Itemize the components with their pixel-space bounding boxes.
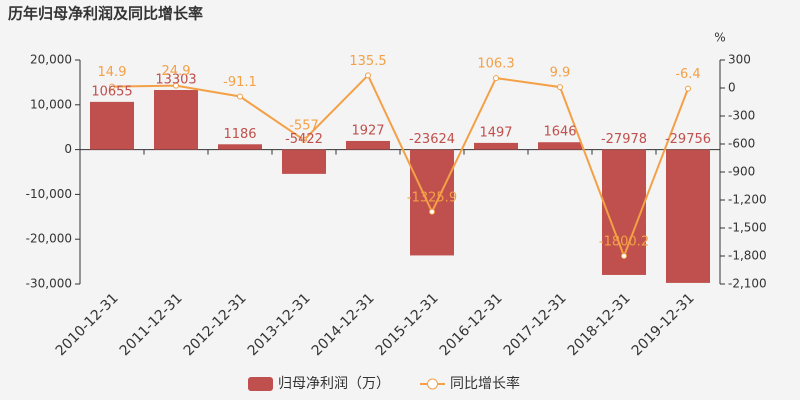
bar [346,140,390,150]
x-tick-label: 2018-12-31 [565,290,634,359]
bar [410,149,454,256]
bar-value-label: 13303 [155,73,196,88]
y2-tick-label: -1,200 [728,193,767,207]
legend-item: 同比增长率 [420,375,520,392]
bar [282,149,326,174]
bar [154,90,198,150]
line-value-label: 24.9 [162,64,191,79]
bar-value-label: -23624 [409,132,455,147]
y2-tick-label: -900 [728,165,755,179]
y2-tick-label: -2,100 [728,277,767,291]
bar-value-label: -5422 [285,132,323,147]
x-tick-label: 2010-12-31 [53,290,122,359]
line-point [173,82,179,89]
bar-value-label: -27978 [601,132,647,147]
line-point [621,253,627,260]
legend-label: 同比增长率 [450,375,520,392]
x-tick-label: 2019-12-31 [629,290,698,359]
line-value-label: -557 [289,118,319,133]
y2-tick-label: -300 [728,109,755,123]
y-tick-label: 10,000 [30,97,72,111]
line-value-label: 14.9 [98,65,127,80]
legend-swatch [248,377,273,391]
line-value-label: -91.1 [223,75,257,90]
x-tick-label: 2016-12-31 [437,290,506,359]
bar-value-label: 1646 [543,125,576,140]
bar-value-label: 1186 [223,127,256,142]
bar [666,149,710,283]
bar [90,101,134,150]
line [111,73,689,259]
line-point [301,136,307,143]
y-tick-label: 0 [64,142,72,156]
chart-title: 历年归母净利润及同比增长率 [8,5,203,23]
line-point [557,84,563,91]
bar [474,142,518,150]
bar [538,142,582,150]
bar-value-label: 1497 [479,125,512,140]
line-value-label: 106.3 [477,57,514,72]
y-tick-label: -20,000 [26,232,72,246]
y-tick-label: -30,000 [26,277,72,291]
line-value-label: 135.5 [349,54,386,69]
line-point [109,83,115,90]
legend-swatch-point [427,378,438,390]
y-tick-label: -10,000 [26,187,72,201]
y2-tick-label: 0 [728,81,736,95]
line-point [429,208,435,215]
legend-item: 归母净利润（万） [248,375,390,392]
x-tick-label: 2015-12-31 [373,290,442,359]
line-point [493,75,499,82]
line-value-label: -1800.2 [599,235,649,250]
x-tick-label: 2014-12-31 [309,290,378,359]
bar-value-label: 1927 [351,123,384,138]
bar-value-label: -29756 [665,132,711,147]
line-value-label: -6.4 [675,67,700,82]
y2-tick-label: -1,500 [728,221,767,235]
line-point [237,93,243,100]
y-tick-label: 20,000 [30,53,72,67]
bar [218,144,262,150]
y2-tick-label: 300 [728,53,751,67]
line-point [365,72,371,79]
legend-label: 归母净利润（万） [278,375,390,392]
x-tick-label: 2011-12-31 [117,290,186,359]
line-point [685,85,691,92]
y2-tick-label: -600 [728,137,755,151]
bar-value-label: 10655 [91,84,132,99]
line-value-label: -1325.9 [407,190,457,205]
line-value-label: 9.9 [550,66,571,81]
y2-tick-label: -1,800 [728,249,767,263]
x-tick-label: 2017-12-31 [501,290,570,359]
x-tick-label: 2013-12-31 [245,290,314,359]
y2-axis-label: % [714,31,725,45]
x-tick-label: 2012-12-31 [181,290,250,359]
